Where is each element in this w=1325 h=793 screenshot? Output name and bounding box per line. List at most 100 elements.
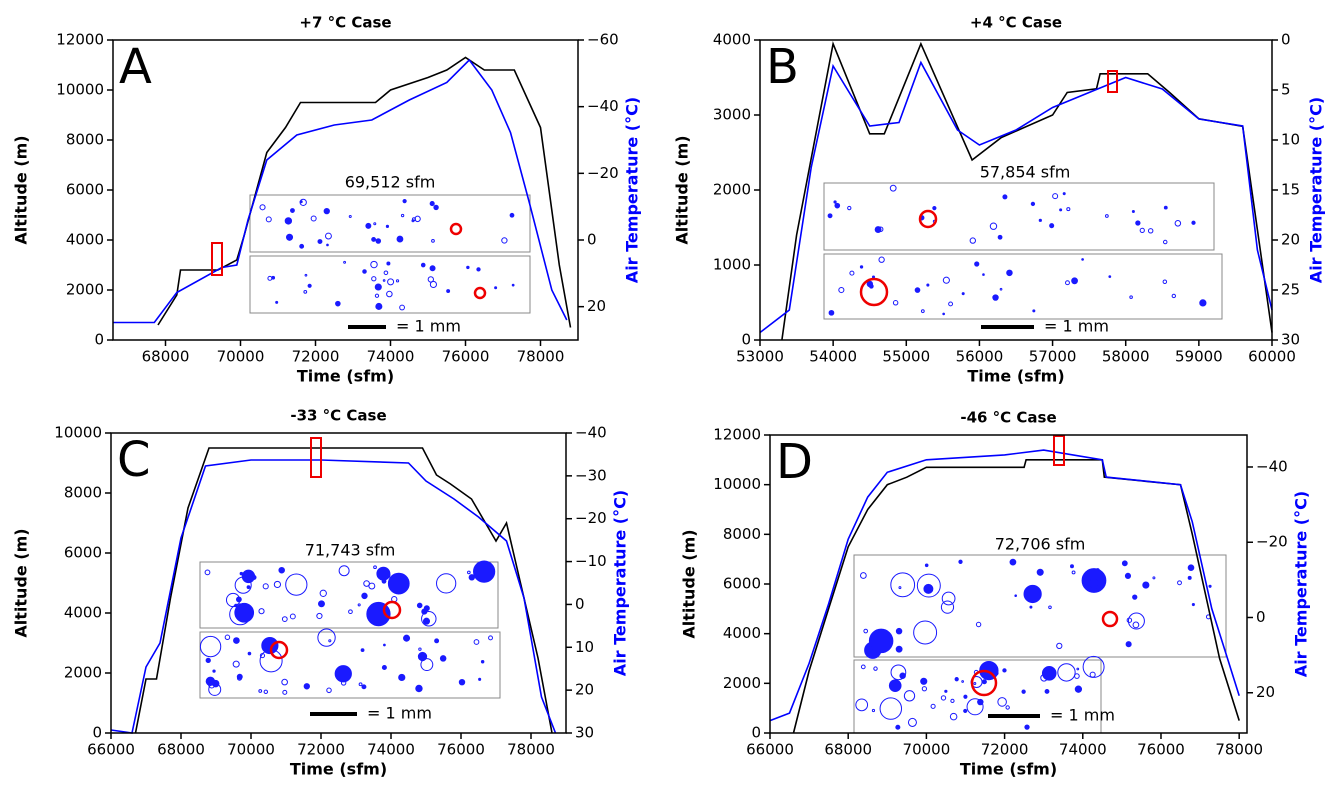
y2-tick-label: 0 — [587, 231, 597, 249]
particle — [915, 288, 920, 293]
particle — [447, 290, 450, 293]
particle — [481, 661, 483, 663]
y2-tick-label: 20 — [1281, 231, 1300, 249]
particle — [1030, 606, 1032, 608]
particle — [479, 678, 481, 680]
particle — [978, 699, 983, 704]
y-tick-label: 6000 — [66, 181, 104, 199]
x-tick-label: 58000 — [1102, 348, 1150, 366]
particle — [867, 281, 872, 286]
y2-axis-label: Air Temperature (°C) — [1307, 97, 1325, 283]
particle — [361, 649, 364, 652]
particle — [404, 635, 410, 641]
inset-frame — [200, 632, 500, 698]
particle — [430, 202, 434, 206]
y2-tick-label: 0 — [575, 595, 585, 613]
particle — [1042, 667, 1056, 681]
y-tick-label: 0 — [751, 724, 761, 742]
y2-tick-label: 0 — [1281, 31, 1291, 49]
particle — [213, 670, 215, 672]
particle — [318, 240, 322, 244]
panel-title: -46 °C Case — [960, 409, 1056, 427]
particle — [336, 301, 341, 306]
y-tick-label: 8000 — [66, 131, 104, 149]
particle — [993, 295, 998, 300]
x-tick-label: 54000 — [809, 348, 857, 366]
particle — [236, 597, 241, 602]
particle — [964, 709, 967, 712]
x-axis-label: Time (sfm) — [967, 367, 1064, 386]
x-tick-label: 70000 — [903, 741, 951, 759]
particle — [1192, 221, 1195, 224]
scale-label: = 1 mm — [1050, 706, 1115, 725]
y-tick-label: 0 — [92, 724, 102, 742]
x-tick-label: 59000 — [1175, 348, 1223, 366]
y-tick-label: 10000 — [713, 475, 761, 493]
particle — [403, 200, 406, 203]
y-tick-label: 3000 — [713, 106, 751, 124]
x-tick-label: 76000 — [1137, 741, 1185, 759]
particle — [423, 618, 429, 624]
particle — [962, 293, 964, 295]
particle — [1082, 259, 1084, 261]
particle — [206, 677, 214, 685]
y-axis-label: Altitude (m) — [673, 135, 692, 244]
particle — [276, 301, 278, 303]
particle — [925, 564, 928, 567]
particle — [834, 201, 836, 203]
particle — [1126, 642, 1131, 647]
x-axis-label: Time (sfm) — [290, 760, 387, 779]
particle — [1164, 206, 1167, 209]
particle — [889, 680, 901, 692]
particle — [335, 666, 351, 682]
inset-label: 69,512 sfm — [345, 173, 436, 192]
x-tick-label: 72000 — [981, 741, 1029, 759]
x-tick-label: 78000 — [517, 348, 565, 366]
particle — [921, 678, 927, 684]
y2-tick-label: −40 — [587, 97, 619, 115]
particle — [1037, 569, 1043, 575]
particle — [248, 652, 251, 655]
particle — [1075, 686, 1081, 692]
y-tick-label: 10000 — [56, 81, 104, 99]
x-tick-label: 74000 — [367, 348, 415, 366]
particle — [927, 284, 929, 286]
y-tick-label: 12000 — [56, 31, 104, 49]
x-tick-label: 78000 — [507, 741, 555, 759]
y-tick-label: 6000 — [723, 575, 761, 593]
panel-letter: C — [117, 432, 151, 488]
particle — [510, 213, 514, 217]
particle — [416, 685, 422, 691]
particle — [362, 685, 366, 689]
particle — [418, 652, 426, 660]
particle — [421, 263, 425, 267]
y2-tick-label: 30 — [575, 724, 594, 742]
particle — [512, 284, 514, 286]
time-marker — [1054, 436, 1064, 465]
particle — [1010, 559, 1016, 565]
particle — [1188, 576, 1191, 579]
particle — [1122, 561, 1127, 566]
y2-tick-label: −20 — [575, 509, 607, 527]
particle — [1022, 690, 1025, 693]
y-axis-label: Altitude (m) — [12, 135, 31, 244]
inset-label: 72,706 sfm — [995, 535, 1086, 554]
x-tick-label: 53000 — [736, 348, 784, 366]
particle — [382, 579, 386, 583]
x-tick-label: 72000 — [292, 348, 340, 366]
inset-label: 71,743 sfm — [305, 541, 396, 560]
y-tick-label: 0 — [741, 331, 751, 349]
inset-label: 57,854 sfm — [980, 163, 1071, 182]
particle — [1003, 669, 1006, 672]
time-marker — [311, 438, 321, 477]
particle — [1050, 224, 1054, 228]
y2-tick-label: −40 — [1256, 457, 1288, 475]
particle — [286, 234, 292, 240]
y-tick-label: 10000 — [54, 424, 102, 442]
particle — [384, 644, 386, 646]
particle — [1136, 221, 1140, 225]
particle — [252, 575, 256, 579]
particle — [1031, 202, 1034, 205]
particle — [828, 214, 832, 218]
particle — [247, 586, 250, 589]
